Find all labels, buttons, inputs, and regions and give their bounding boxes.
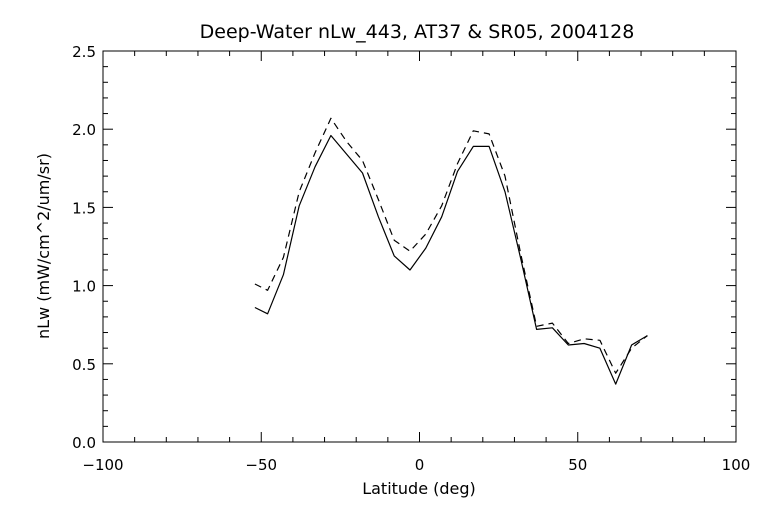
series-line-dashed — [254, 117, 648, 374]
y-tick-label: 2.5 — [72, 43, 96, 61]
x-tick-label: −50 — [245, 456, 277, 474]
series-line-solid — [254, 134, 648, 385]
y-tick-label: 0.5 — [72, 356, 96, 374]
x-tick-label: −100 — [82, 456, 123, 474]
y-tick-label: 1.0 — [72, 278, 96, 296]
chart-title: Deep-Water nLw_443, AT37 & SR05, 2004128 — [200, 21, 635, 43]
y-tick-label: 0.0 — [72, 434, 96, 452]
series-lines — [254, 117, 648, 385]
axis-ticks — [102, 50, 737, 443]
x-tick-label: 50 — [568, 456, 587, 474]
x-tick-label: 100 — [722, 456, 751, 474]
plot-frame — [102, 50, 737, 443]
x-tick-label: 0 — [415, 456, 425, 474]
y-axis-label: nLw (mW/cm^2/um/sr) — [34, 153, 53, 339]
y-tick-label: 2.0 — [72, 121, 96, 139]
x-axis-label: Latitude (deg) — [362, 479, 476, 498]
y-tick-labels: 0.0 0.5 1.0 1.5 2.0 2.5 — [72, 43, 96, 452]
x-tick-labels: −100 −50 0 50 100 — [82, 456, 750, 474]
y-tick-label: 1.5 — [72, 199, 96, 217]
